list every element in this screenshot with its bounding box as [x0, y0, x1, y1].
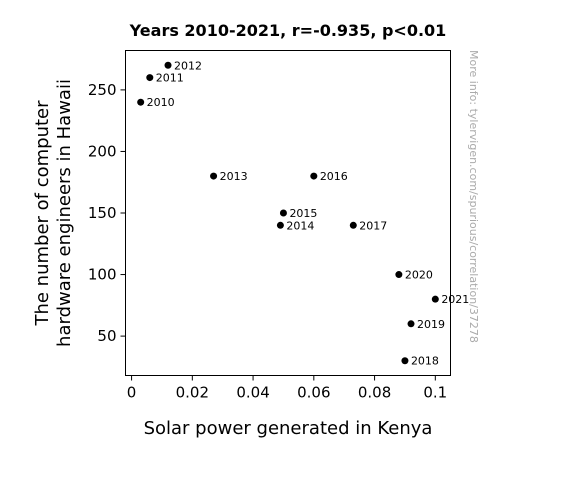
- data-point: [146, 74, 154, 82]
- y-axis-label-line-1: The number of computer: [32, 100, 53, 327]
- data-point: [310, 172, 318, 180]
- data-point: [431, 295, 439, 303]
- x-axis-ticks: 0 0.02 0.04 0.06 0.08 0.1: [127, 375, 447, 402]
- data-point: [349, 221, 357, 229]
- data-point-label: 2018: [411, 355, 439, 368]
- data-point-label: 2015: [289, 207, 317, 220]
- y-tick-label: 200: [88, 142, 117, 160]
- y-axis-ticks: 50 100 150 200 250: [88, 81, 126, 345]
- data-point-label: 2020: [405, 269, 433, 282]
- data-point-label: 2017: [359, 219, 387, 232]
- y-axis-label-line-2: hardware engineers in Hawaii: [54, 79, 75, 347]
- x-tick-label: 0: [127, 384, 137, 402]
- data-point: [137, 98, 145, 106]
- watermark-text: More info: tylervigen.com/spurious/corre…: [467, 50, 480, 343]
- chart-title: Years 2010-2021, r=-0.935, p<0.01: [129, 21, 447, 40]
- x-tick-label: 0.06: [297, 384, 330, 402]
- data-point-label: 2012: [174, 59, 202, 72]
- y-tick-label: 100: [88, 266, 117, 284]
- data-point-label: 2011: [156, 72, 184, 85]
- data-point-label: 2010: [147, 96, 175, 109]
- data-point-label: 2021: [441, 293, 469, 306]
- data-point-label: 2014: [286, 219, 314, 232]
- data-point: [407, 320, 415, 328]
- y-axis-label: The number of computer hardware engineer…: [32, 79, 75, 347]
- data-point-label: 2016: [320, 170, 348, 183]
- data-point: [276, 221, 284, 229]
- data-point: [395, 271, 403, 279]
- data-point-label: 2013: [220, 170, 248, 183]
- y-tick-label: 50: [97, 327, 116, 345]
- x-tick-label: 0.1: [423, 384, 447, 402]
- x-axis-label: Solar power generated in Kenya: [144, 418, 433, 439]
- data-point: [401, 357, 409, 365]
- y-tick-label: 150: [88, 204, 117, 222]
- data-point: [210, 172, 218, 180]
- x-tick-label: 0.02: [176, 384, 209, 402]
- y-tick-label: 250: [88, 81, 117, 99]
- data-point: [164, 61, 172, 69]
- x-tick-label: 0.04: [236, 384, 269, 402]
- data-point-label: 2019: [417, 318, 445, 331]
- x-tick-label: 0.08: [358, 384, 391, 402]
- data-point: [279, 209, 287, 217]
